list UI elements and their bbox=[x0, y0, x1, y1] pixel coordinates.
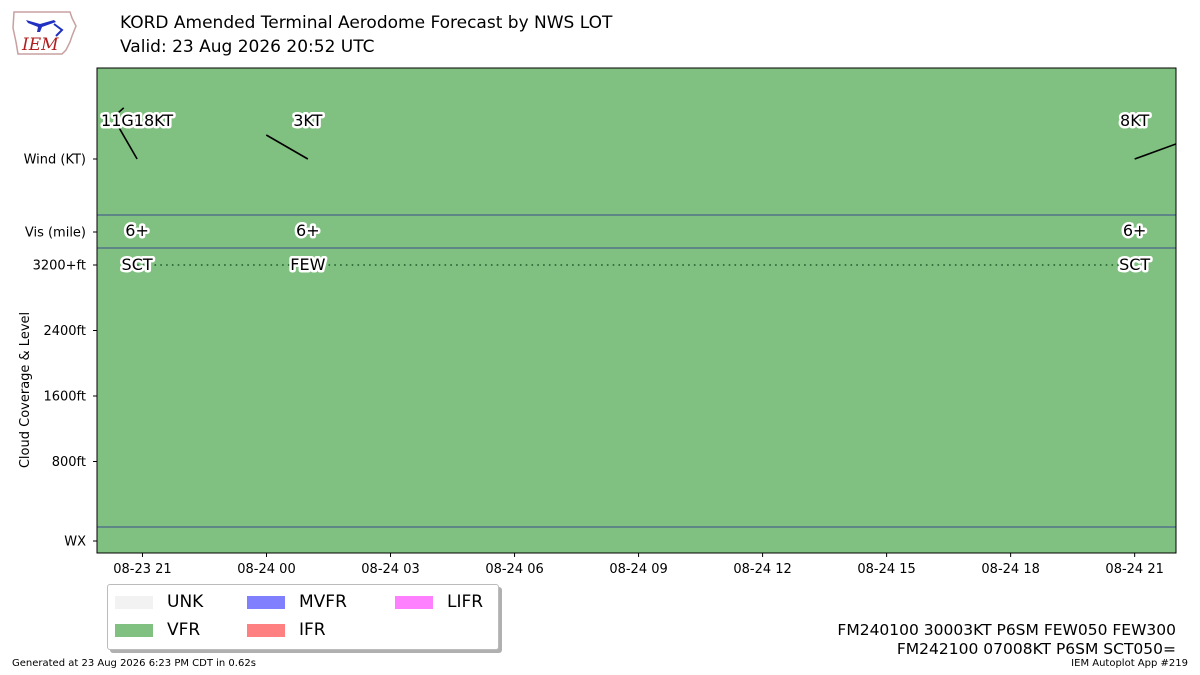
legend-swatch-ifr bbox=[247, 623, 285, 637]
weather-symbol-icon bbox=[53, 23, 64, 37]
x-tick-label: 08-24 09 bbox=[609, 562, 667, 577]
x-tick-label: 08-24 00 bbox=[237, 562, 295, 577]
y-vis-label: Vis (mile) bbox=[25, 226, 86, 241]
y-axis: Wind (KT) Vis (mile) 3200+ft 2400ft 1600ft 80… bbox=[24, 153, 97, 550]
legend-item-ifr: IFR bbox=[247, 620, 326, 640]
vis-label-halo: 6+ bbox=[125, 221, 149, 240]
legend-swatch-unk bbox=[115, 595, 153, 609]
iem-logo: IEM bbox=[12, 11, 77, 55]
cloud-label-halo: FEW bbox=[290, 255, 325, 274]
plot-background bbox=[97, 68, 1176, 553]
x-axis: 08-23 21 08-24 00 08-24 03 08-24 06 08-24 09… bbox=[113, 553, 1164, 577]
legend-label-lifr: LIFR bbox=[447, 592, 484, 612]
legend-label-ifr: IFR bbox=[299, 620, 326, 640]
legend-swatch-mvfr bbox=[247, 595, 285, 609]
cloud-label-halo: SCT bbox=[1119, 255, 1150, 274]
vis-label-halo: 6+ bbox=[296, 221, 320, 240]
vis-label: 6+6+ bbox=[294, 219, 323, 243]
legend-label-mvfr: MVFR bbox=[299, 592, 347, 612]
vis-label: 6+6+ bbox=[123, 219, 152, 243]
x-tick-label: 08-24 03 bbox=[361, 562, 419, 577]
x-tick-label: 08-24 12 bbox=[733, 562, 791, 577]
vis-label: 6+6+ bbox=[1120, 219, 1149, 243]
wind-label-text: 3KT bbox=[293, 111, 322, 130]
wind-barb-feather bbox=[1180, 143, 1184, 149]
wind-label-halo: 8KT bbox=[1120, 111, 1149, 130]
legend-label-vfr: VFR bbox=[167, 620, 201, 640]
row-dividers bbox=[97, 214, 1176, 528]
cloud-label-text: FEW bbox=[290, 255, 325, 274]
taf-line-2: FM242100 07008KT P6SM SCT050= bbox=[896, 640, 1176, 658]
wind-barb bbox=[1134, 143, 1184, 160]
wind-label-text: 11G18KT bbox=[101, 111, 173, 130]
x-tick-label: 08-24 06 bbox=[485, 562, 543, 577]
chart-title: KORD Amended Terminal Aerodome Forecast … bbox=[120, 13, 613, 33]
x-tick-label: 08-24 18 bbox=[981, 562, 1039, 577]
wind-label-halo: 11G18KT bbox=[101, 111, 173, 130]
vis-label-text: 6+ bbox=[1123, 221, 1147, 240]
legend-item-mvfr: MVFR bbox=[247, 592, 347, 612]
cloud-label-text: SCT bbox=[1119, 255, 1150, 274]
wind-barb-feather bbox=[112, 107, 125, 119]
legend-item-lifr: LIFR bbox=[395, 592, 483, 612]
plot-frame bbox=[96, 67, 1177, 554]
wind-barb bbox=[265, 134, 309, 160]
legend: UNK VFR MVFR IFR LIFR bbox=[107, 584, 499, 650]
legend-item-vfr: VFR bbox=[115, 620, 200, 640]
cloud-label-halo: SCT bbox=[122, 255, 153, 274]
y-wind-label: Wind (KT) bbox=[24, 153, 86, 168]
wind-barb-staff bbox=[1134, 143, 1176, 160]
wind-barb bbox=[112, 107, 138, 160]
y-level-label: 800ft bbox=[52, 455, 86, 470]
vis-label-halo: 6+ bbox=[1123, 221, 1147, 240]
y-level-label: 1600ft bbox=[43, 390, 86, 405]
taf-line-1: FM240100 30003KT P6SM FEW050 FEW300 bbox=[837, 621, 1176, 639]
wind-label-halo: 3KT bbox=[293, 111, 322, 130]
chart-subtitle: Valid: 23 Aug 2026 20:52 UTC bbox=[120, 37, 375, 57]
legend-swatch-vfr bbox=[115, 623, 153, 637]
legend-swatch-lifr bbox=[395, 595, 433, 609]
app-note: IEM Autoplot App #219 bbox=[1071, 658, 1188, 669]
legend-item-unk: UNK bbox=[115, 592, 203, 612]
plane-icon bbox=[26, 20, 56, 32]
forecast-marks: 11G18KT11G18KT6+6+SCTSCT3KT3KT6+6+FEWFEW… bbox=[99, 107, 1184, 277]
wind-barb-staff bbox=[112, 117, 138, 160]
cloud-label-text: SCT bbox=[122, 255, 153, 274]
y-wx-label: WX bbox=[64, 535, 86, 550]
vis-label-text: 6+ bbox=[125, 221, 149, 240]
y-level-label: 3200+ft bbox=[33, 259, 86, 274]
vis-label-text: 6+ bbox=[296, 221, 320, 240]
x-tick-label: 08-23 21 bbox=[113, 562, 171, 577]
wind-label-text: 8KT bbox=[1120, 111, 1149, 130]
legend-label-unk: UNK bbox=[167, 592, 204, 612]
x-tick-label: 08-24 15 bbox=[857, 562, 915, 577]
generated-note: Generated at 23 Aug 2026 6:23 PM CDT in … bbox=[12, 658, 256, 669]
y-axis-label: Cloud Coverage & Level bbox=[18, 312, 33, 468]
x-tick-label: 08-24 21 bbox=[1105, 562, 1163, 577]
wind-barb-staff bbox=[265, 134, 309, 160]
logo-text: IEM bbox=[21, 35, 59, 55]
y-level-label: 2400ft bbox=[43, 324, 86, 339]
